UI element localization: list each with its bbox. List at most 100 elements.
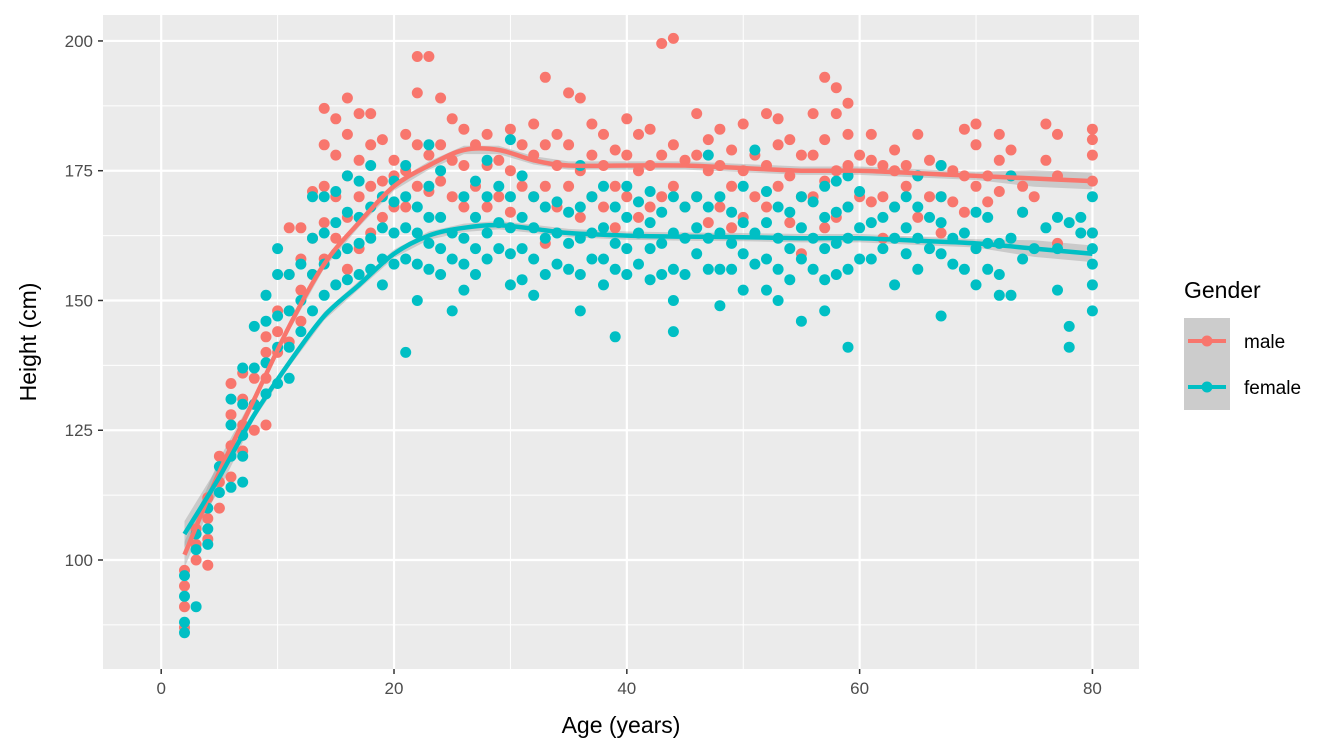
point-male <box>341 128 353 140</box>
x-tick-label: 80 <box>1083 679 1102 698</box>
x-tick-label: 60 <box>850 679 869 698</box>
point-female <box>341 170 353 182</box>
point-female <box>423 237 435 249</box>
point-male <box>993 186 1005 197</box>
x-tick-label: 0 <box>156 679 165 698</box>
point-female <box>633 258 644 270</box>
point-female <box>400 160 412 171</box>
point-female <box>865 217 877 229</box>
point-male <box>889 144 901 156</box>
point-male <box>865 196 877 208</box>
point-female <box>761 186 772 197</box>
point-female <box>970 206 982 218</box>
point-male <box>1086 134 1098 146</box>
point-male <box>924 154 935 166</box>
point-female <box>411 227 423 239</box>
smooth-line-female <box>182 222 1093 536</box>
point-female <box>854 186 866 197</box>
point-male <box>819 71 831 83</box>
point-female <box>795 315 807 327</box>
point-male <box>958 206 970 218</box>
point-male <box>633 128 644 140</box>
point-male <box>795 149 807 161</box>
point-male <box>318 180 330 192</box>
point-female <box>982 211 994 223</box>
point-female <box>179 616 190 628</box>
point-female <box>854 253 866 265</box>
point-male <box>1052 128 1063 140</box>
point-female <box>702 149 714 161</box>
point-female <box>726 237 738 249</box>
point-female <box>761 284 772 296</box>
point-female <box>481 154 493 166</box>
point-female <box>935 217 947 229</box>
point-female <box>190 601 202 613</box>
point-female <box>470 269 481 280</box>
point-male <box>318 139 330 151</box>
point-male <box>609 180 621 192</box>
point-female <box>598 253 609 265</box>
point-female <box>400 191 412 203</box>
point-female <box>563 206 575 218</box>
point-male <box>761 108 772 120</box>
point-male <box>411 51 423 62</box>
point-female <box>260 289 272 301</box>
point-female <box>225 419 237 431</box>
point-female <box>353 237 365 249</box>
point-female <box>970 243 982 255</box>
point-male <box>190 554 202 566</box>
point-male <box>365 180 377 192</box>
point-female <box>1063 217 1075 229</box>
point-male <box>248 372 260 384</box>
point-female <box>283 341 295 353</box>
point-male <box>504 165 516 177</box>
point-female <box>400 222 412 234</box>
point-female <box>912 201 924 213</box>
point-female <box>458 284 470 296</box>
point-female <box>947 258 959 270</box>
point-female <box>237 476 249 488</box>
point-male <box>539 139 551 151</box>
point-male <box>446 113 458 125</box>
point-male <box>772 113 784 125</box>
point-female <box>1075 211 1087 223</box>
point-male <box>493 191 505 203</box>
point-female <box>458 232 470 244</box>
point-female <box>1063 320 1075 332</box>
point-female <box>260 315 272 327</box>
point-male <box>865 154 877 166</box>
point-male <box>900 180 912 192</box>
point-male <box>318 217 330 229</box>
point-female <box>504 134 516 146</box>
point-female <box>830 206 842 218</box>
point-female <box>539 201 551 213</box>
point-male <box>435 175 447 187</box>
point-female <box>574 305 586 317</box>
point-female <box>900 222 912 234</box>
point-male <box>784 217 796 229</box>
point-female <box>574 201 586 213</box>
point-male <box>295 222 307 234</box>
point-female <box>411 258 423 270</box>
point-female <box>609 263 621 275</box>
point-female <box>691 222 703 234</box>
point-female <box>1086 227 1098 239</box>
point-male <box>644 201 656 213</box>
point-female <box>539 232 551 244</box>
point-female <box>504 279 516 291</box>
point-female <box>842 170 854 182</box>
point-female <box>644 274 656 286</box>
point-female <box>924 211 935 223</box>
point-female <box>621 243 633 255</box>
point-male <box>260 419 272 431</box>
point-female <box>726 206 738 218</box>
point-male <box>830 108 842 120</box>
point-female <box>912 263 924 275</box>
plot-panel <box>103 15 1139 669</box>
point-female <box>889 201 901 213</box>
point-female <box>958 227 970 239</box>
point-male <box>749 191 761 203</box>
point-male <box>982 196 994 208</box>
point-female <box>714 263 726 275</box>
